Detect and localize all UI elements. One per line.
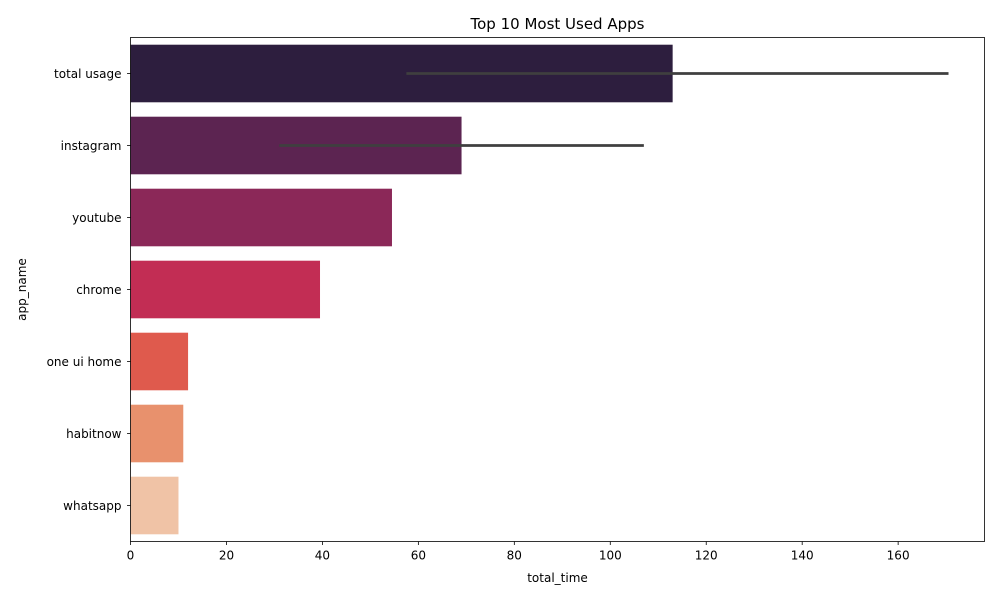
bar-youtube [130,188,392,247]
y-tick-label: habitnow [66,427,122,441]
y-tick-label: one ui home [47,355,122,369]
x-tick-label: 0 [127,549,135,563]
x-axis-label: total_time [527,571,588,585]
y-tick-label: instagram [61,139,122,153]
bar-whatsapp [130,476,179,535]
bar-habitnow [130,404,184,463]
y-tick-label: whatsapp [63,499,121,513]
x-axis: 0 20 40 60 80 100 120 140 160 [127,541,910,563]
y-tick-label: youtube [72,211,121,225]
x-tick-label: 140 [791,549,814,563]
y-axis: total usage instagram youtube chrome one ui … [47,67,131,513]
error-bars-layer [279,72,949,147]
y-axis-label: app_name [15,258,29,321]
bar-chrome [130,260,321,319]
x-tick-label: 120 [695,549,718,563]
x-tick-label: 60 [411,549,426,563]
y-tick-label: chrome [76,283,121,297]
x-tick-label: 40 [315,549,330,563]
x-tick-label: 80 [507,549,522,563]
x-tick-label: 100 [599,549,622,563]
x-tick-label: 20 [219,549,234,563]
y-tick-label: total usage [54,67,121,81]
chart-title: Top 10 Most Used Apps [470,15,645,33]
bar-one-ui-home [130,332,189,391]
x-tick-label: 160 [887,549,910,563]
